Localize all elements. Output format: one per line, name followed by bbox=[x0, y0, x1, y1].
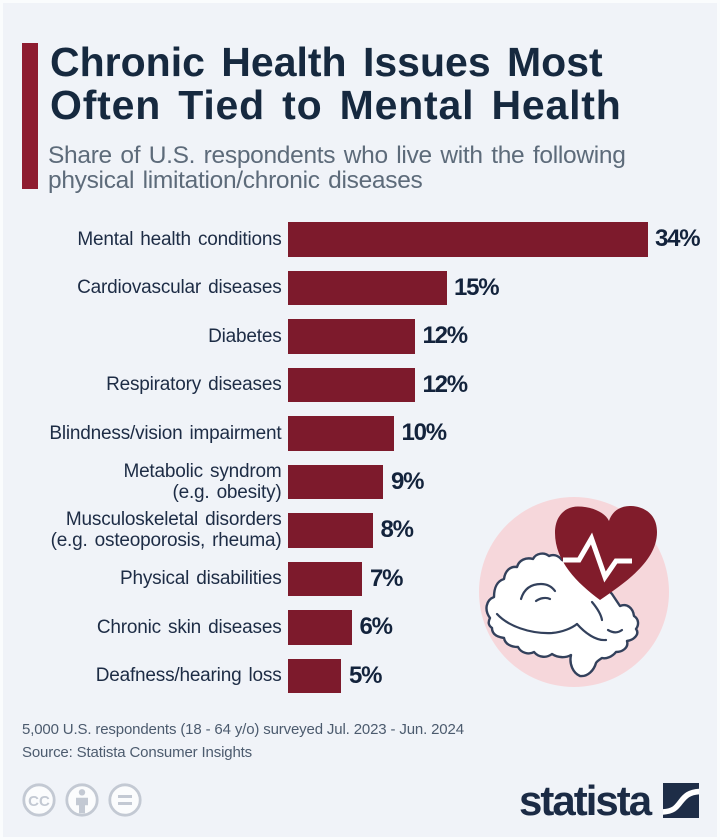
svg-text:CC: CC bbox=[28, 793, 50, 810]
